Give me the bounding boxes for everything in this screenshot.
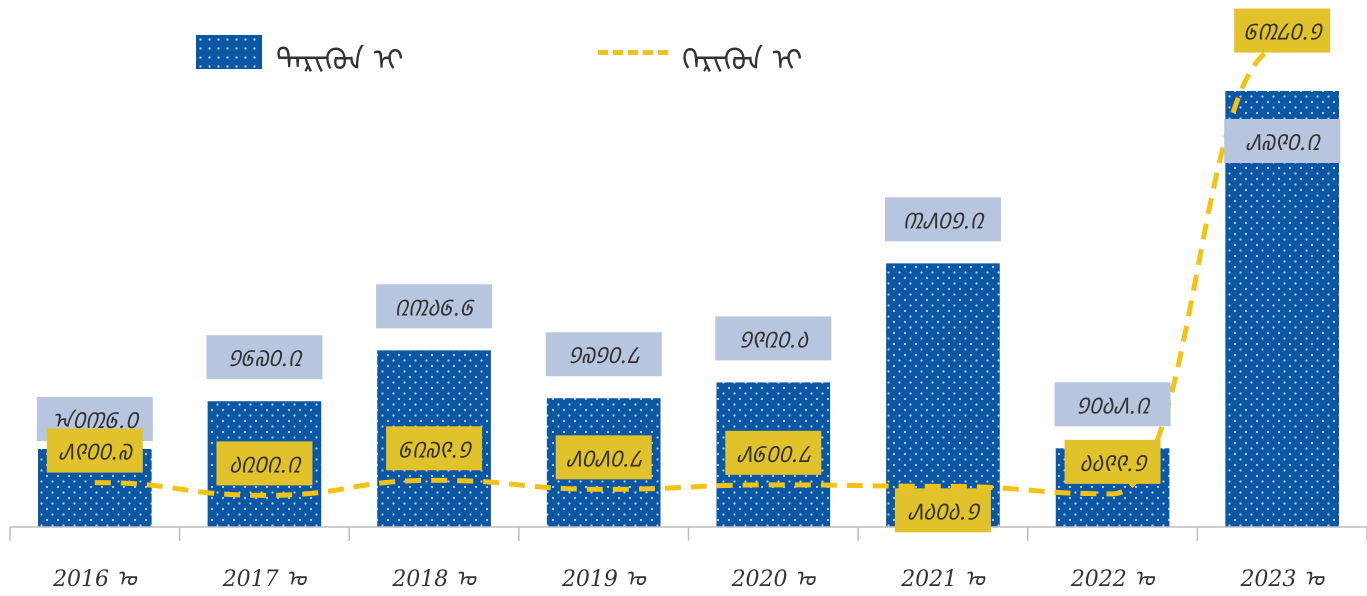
legend-bar: ᠲᠡᠷᠢᠭᠦᠨ ᠢ <box>196 30 404 78</box>
bar-data-label: ᠓᠕᠐᠑.᠒ <box>884 197 1001 242</box>
bar-data-label: ᠑᠗᠑᠐.᠘ <box>545 332 662 377</box>
legend-line: ᠬᠡᠷᠢᠭᠦᠨ ᠢ <box>598 30 802 78</box>
bar-data-label-text: ᠑᠖᠗᠐.᠒ <box>228 347 303 372</box>
bar-data-label-box <box>1054 382 1171 427</box>
bar-data-label-box <box>1224 118 1341 163</box>
x-tick-label: 2020 ᠣ <box>731 567 817 592</box>
line-data-label: ᠕᠐᠕᠐.᠘ <box>555 435 652 480</box>
bar-data-label: ᠑᠖᠗᠐.᠒ <box>206 335 323 380</box>
x-tick-label: 2022 ᠣ <box>1070 567 1156 592</box>
line-data-label: ᠕᠖᠐᠐.᠘ <box>725 430 822 475</box>
bar-data-label-text: ᠕᠗᠙᠐.᠒ <box>1245 131 1321 156</box>
bar-data-label: ᠒᠓᠔᠖.᠖ <box>376 284 493 329</box>
line-data-label: ᠔᠒᠐᠒.᠒ <box>216 441 313 486</box>
legend-bar-swatch <box>196 35 262 69</box>
line-data-label-box <box>1234 8 1331 53</box>
line-data-label-text: ᠖᠓᠘᠐.᠑ <box>1243 21 1323 46</box>
x-tick-label: 2023 ᠣ <box>1239 567 1325 592</box>
line-data-label-text: ᠕᠐᠕᠐.᠘ <box>566 447 642 472</box>
line-data-label-text: ᠕᠖᠐᠐.᠘ <box>736 443 811 468</box>
line-data-label: ᠖᠒᠗᠙.᠑ <box>386 426 483 471</box>
bar-data-label-box <box>545 332 662 377</box>
line-data-label-box <box>725 430 822 475</box>
line-data-label-box <box>894 488 991 533</box>
bar-data-label: ᠕᠗᠙᠐.᠒ <box>1224 118 1341 163</box>
bar-data-label-text: ᠓᠕᠐᠑.᠒ <box>903 209 985 234</box>
legend-bar-label: ᠲᠡᠷᠢᠭᠦᠨ ᠢ <box>276 42 404 78</box>
bar <box>886 263 1000 527</box>
line-data-label-text: ᠕᠙᠐᠐.᠗ <box>58 441 134 466</box>
line-data-label: ᠖᠓᠘᠐.᠑ <box>1234 8 1331 53</box>
x-tick-label: 2021 ᠣ <box>900 567 986 592</box>
bar-data-label-box <box>376 284 493 329</box>
line-data-label-text: ᠕᠔᠐᠔.᠑ <box>907 500 981 525</box>
bar-data-label-text: ᠑᠐᠔᠕.᠒ <box>1076 394 1151 419</box>
line-data-label-box <box>1064 439 1161 484</box>
line-data-label-text: ᠔᠒᠐᠒.᠒ <box>229 453 302 478</box>
bar-data-label-text: ᠑᠙᠒᠐.᠔ <box>739 328 809 353</box>
x-tick-label: 2017 ᠣ <box>222 567 308 592</box>
line-data-label-box <box>46 428 143 473</box>
line-series <box>94 44 1283 498</box>
line-data-label-box <box>386 426 483 471</box>
line-data-label: ᠔᠔᠙᠙.᠑ <box>1064 439 1161 484</box>
x-tick-label: 2018 ᠣ <box>391 567 477 592</box>
x-tick-label: 2019 ᠣ <box>561 567 647 592</box>
line-data-label: ᠕᠙᠐᠐.᠗ <box>46 428 143 473</box>
bar-data-label-box <box>206 335 323 380</box>
bar-data-label-text: ᠒᠓᠔᠖.᠖ <box>395 296 475 321</box>
bar-data-label-box <box>715 316 832 361</box>
line-data-label: ᠕᠔᠐᠔.᠑ <box>894 488 991 533</box>
line-data-label-box <box>216 441 313 486</box>
bar-data-label: ᠑᠙᠒᠐.᠔ <box>715 316 832 361</box>
line-data-label-text: ᠔᠔᠙᠙.᠑ <box>1079 452 1148 477</box>
legend-line-swatch <box>598 49 668 55</box>
bar-data-label: ᠑᠐᠔᠕.᠒ <box>1054 382 1171 427</box>
line-data-label-text: ᠖᠒᠗᠙.᠑ <box>398 438 473 463</box>
bar-data-label-text: ᠑᠗᠑᠐.᠘ <box>568 344 640 369</box>
bar-data-label-box <box>884 197 1001 242</box>
bar <box>1225 90 1340 527</box>
x-tick-label: 2016 ᠣ <box>52 567 138 592</box>
line-data-label-box <box>555 435 652 480</box>
legend-line-label: ᠬᠡᠷᠢᠭᠦᠨ ᠢ <box>682 42 803 78</box>
